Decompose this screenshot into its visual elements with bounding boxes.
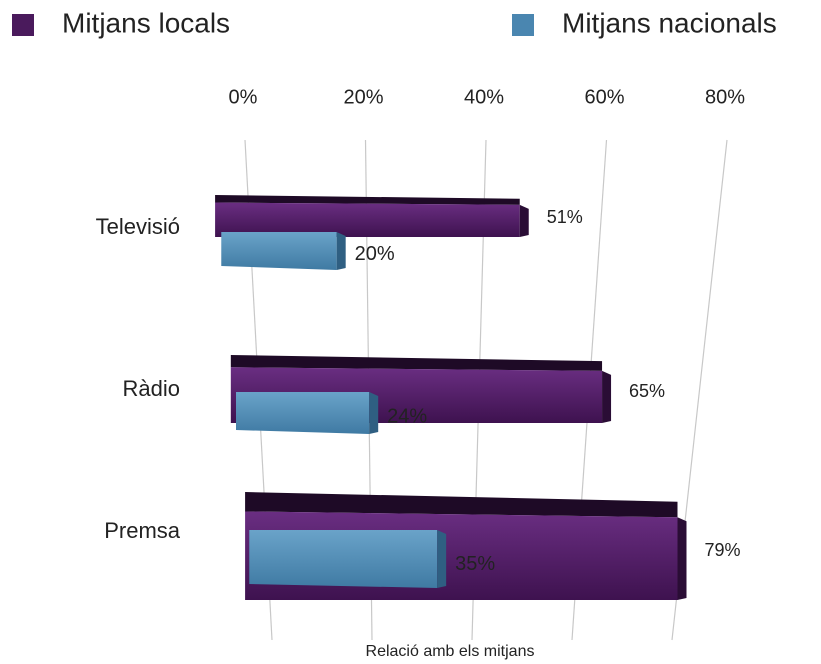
legend-label: Mitjans nacionals [562, 7, 777, 38]
bar-end [437, 530, 447, 588]
value-label: 51% [547, 207, 583, 227]
bar-end [602, 370, 612, 423]
bar-top [245, 492, 678, 518]
x-tick-label: 60% [584, 86, 624, 108]
bar-top [230, 355, 603, 371]
legend-label: Mitjans locals [62, 7, 230, 38]
value-label: 24% [387, 405, 427, 427]
x-tick-label: 20% [343, 86, 383, 108]
bar-end [369, 392, 379, 434]
legend-swatch [512, 14, 534, 36]
x-tick-label: 40% [464, 86, 504, 108]
bar [236, 392, 370, 434]
y-tick-label: Ràdio [123, 376, 180, 401]
value-label: 65% [629, 381, 665, 401]
value-label: 35% [455, 553, 495, 575]
bar [249, 530, 438, 588]
value-label: 79% [704, 540, 740, 560]
y-tick-label: Televisió [96, 214, 180, 239]
bar-top [215, 195, 520, 205]
x-tick-label: 80% [705, 86, 745, 108]
bar [221, 232, 337, 270]
x-tick-label: 0% [229, 86, 258, 108]
bar-end [519, 204, 529, 237]
legend-swatch [12, 14, 34, 36]
bar-end [336, 232, 346, 270]
x-axis-label: Relació amb els mitjans [366, 643, 535, 660]
y-tick-label: Premsa [104, 518, 181, 543]
bar-end [677, 517, 687, 600]
bar [215, 202, 520, 237]
value-label: 20% [355, 243, 395, 265]
